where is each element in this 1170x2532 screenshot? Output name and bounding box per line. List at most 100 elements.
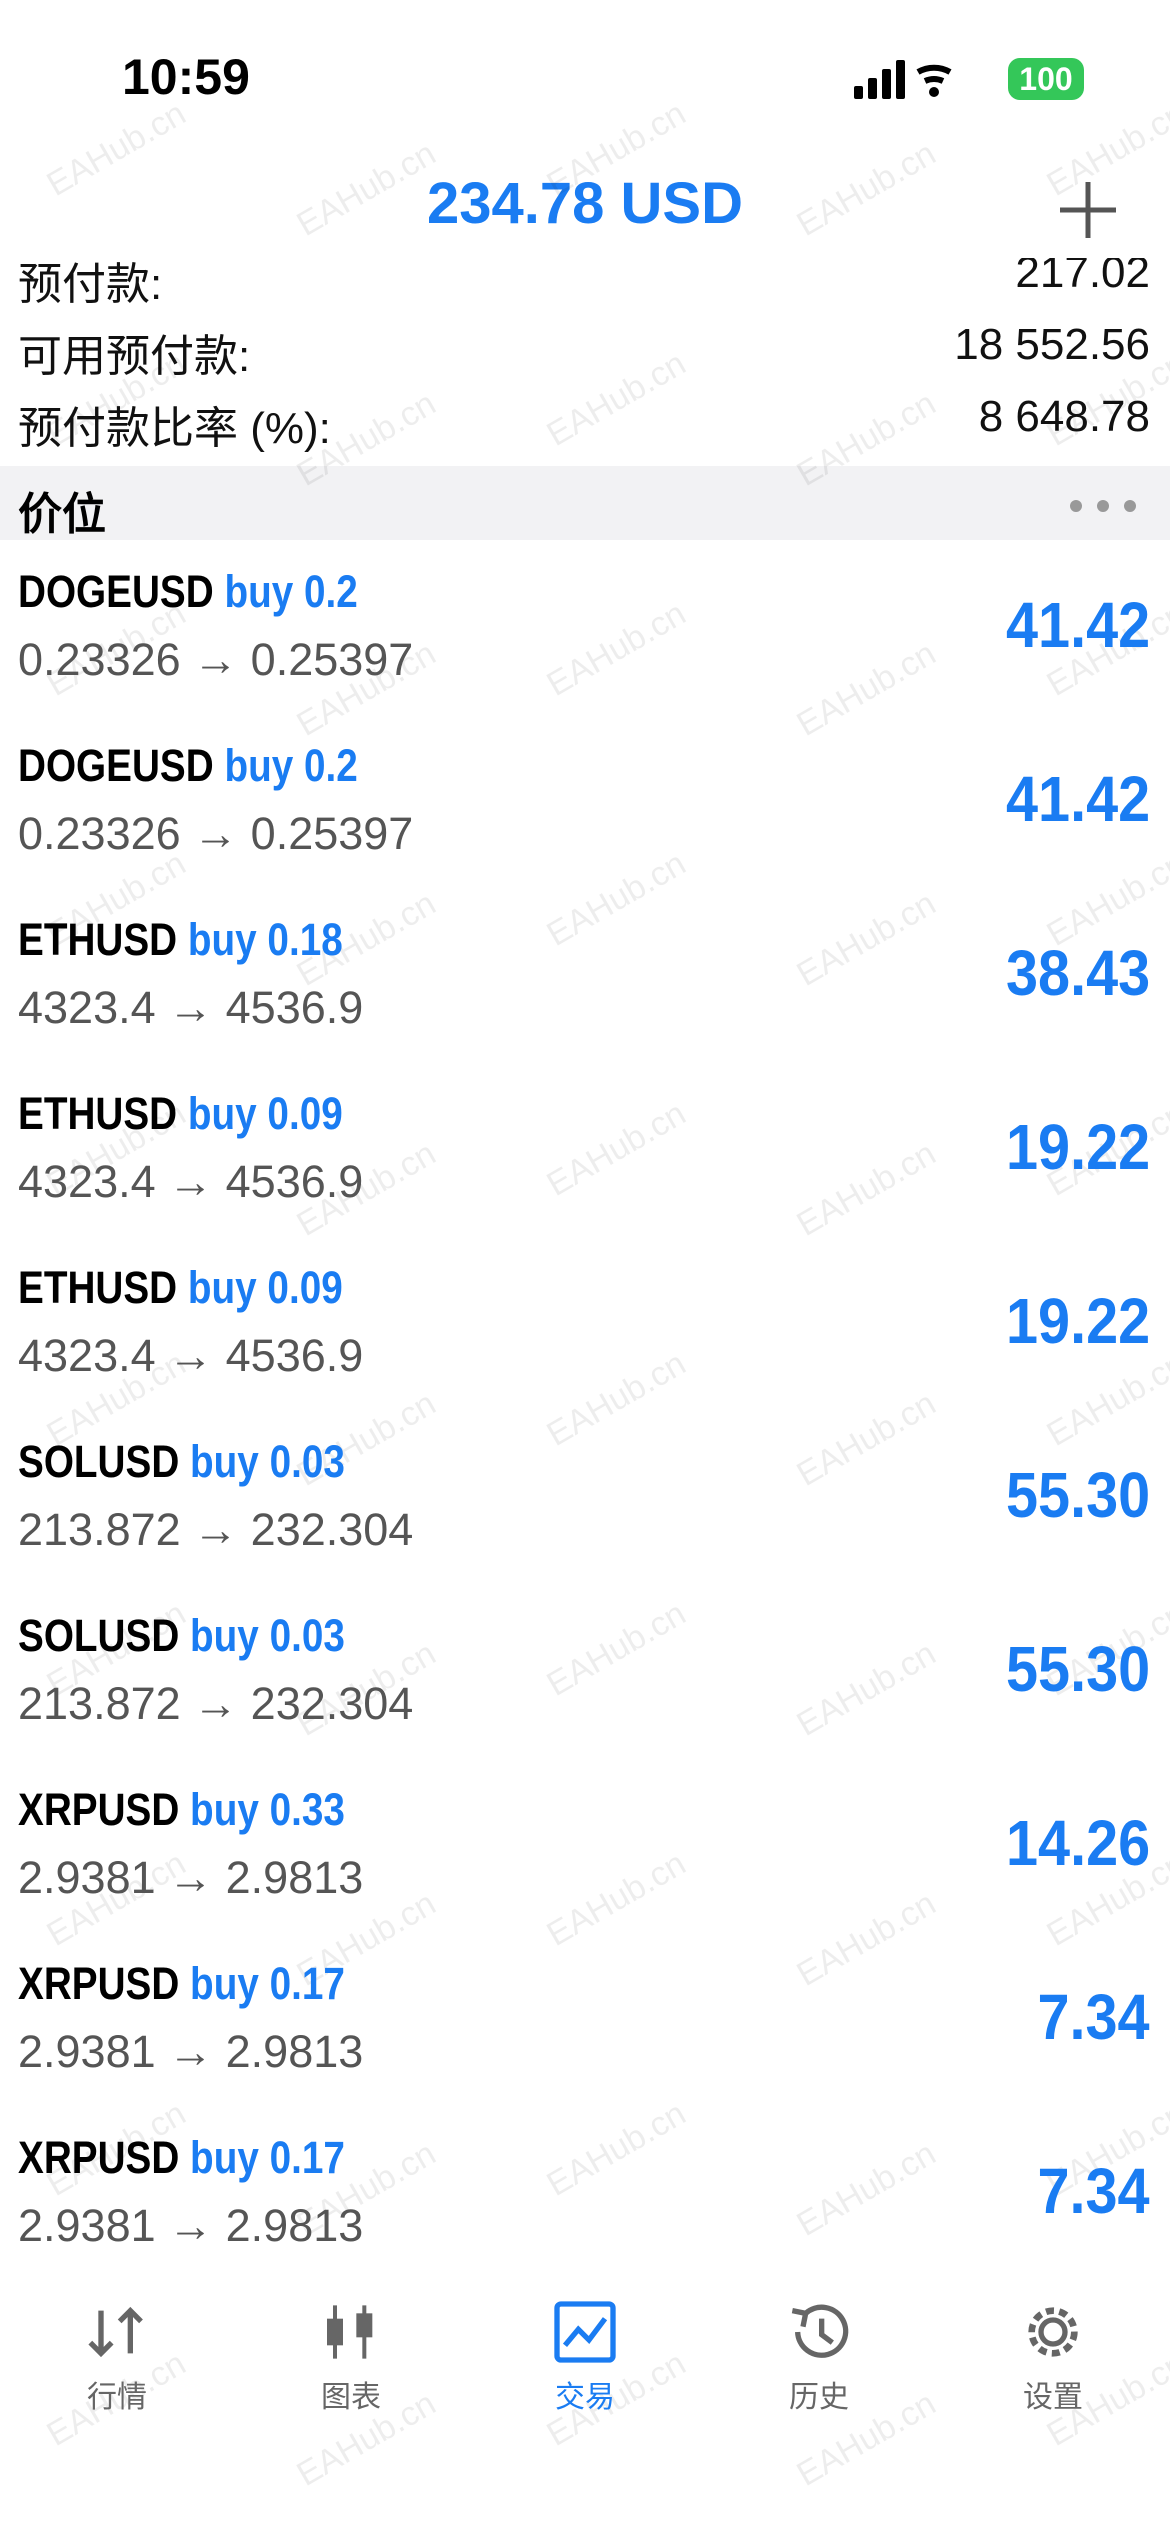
account-clip: 预付款: 217.02 [0,258,1170,303]
watermark: EAHub.cn [540,1094,693,1204]
side: buy 0.17 [190,2132,345,2183]
account-row: 预付款: 217.02 [18,258,1150,303]
position-symbol[interactable]: XRPUSD buy 0.17 [18,2132,345,2184]
status-time: 10:59 [122,49,250,105]
battery: 100 [1008,58,1084,100]
watermark: EAHub.cn [540,1844,693,1954]
watermark: EAHub.cn [1040,1344,1170,1454]
tab-label: 图表 [321,2381,381,2414]
watermark: EAHub.cn [790,2134,943,2244]
position-profit: 41.42 [1005,763,1150,835]
tab-label: 交易 [555,2381,615,2414]
position-symbol[interactable]: SOLUSD buy 0.03 [18,1436,345,1488]
position-profit: 19.22 [1005,1111,1150,1183]
watermark: EAHub.cn [540,1594,693,1704]
position-symbol[interactable]: ETHUSD buy 0.09 [18,1262,343,1314]
watermark: EAHub.cn [790,1134,943,1244]
symbol: ETHUSD [18,1088,178,1139]
position-prices: 4323.4 → 4536.9 [18,1156,364,1207]
symbol: XRPUSD [18,1958,180,2009]
watermark: EAHub.cn [540,1344,693,1454]
tab-label: 行情 [87,2381,147,2414]
tab-label: 历史 [789,2381,849,2414]
symbol: SOLUSD [18,1610,180,1661]
watermark: EAHub.cn [790,1634,943,1744]
account-row: 预付款比率 (%): 8 648.78 [18,392,1150,456]
account-value: 18 552.56 [954,320,1150,369]
tab-icon [554,2301,616,2363]
position-prices: 213.872 → 232.304 [18,1504,414,1555]
watermark: EAHub.cn [540,94,693,204]
position-prices: 4323.4 → 4536.9 [18,982,364,1033]
symbol: SOLUSD [18,1436,180,1487]
position-profit: 7.34 [1037,1981,1150,2053]
position-symbol[interactable]: DOGEUSD buy 0.2 [18,740,358,792]
tab[interactable]: 行情 [0,2300,234,2430]
symbol: XRPUSD [18,2132,180,2183]
side: buy 0.2 [224,566,358,617]
tab[interactable]: 交易 [468,2300,702,2430]
side: buy 0.33 [190,1784,345,1835]
tab[interactable]: 历史 [702,2300,936,2430]
account-value: 217.02 [1015,258,1150,297]
account-label: 预付款比率 (%): [18,404,331,453]
tab[interactable]: 设置 [936,2300,1170,2430]
tab[interactable]: 图表 [234,2300,468,2430]
position-prices: 213.872 → 232.304 [18,1678,414,1729]
tab-icon [88,2306,143,2358]
symbol: ETHUSD [18,1262,178,1313]
position-prices: 2.9381 → 2.9813 [18,2026,364,2077]
tab-icon [327,2305,373,2359]
position-symbol[interactable]: ETHUSD buy 0.18 [18,914,343,966]
watermark: EAHub.cn [40,94,193,204]
position-symbol[interactable]: DOGEUSD buy 0.2 [18,566,358,618]
watermark: EAHub.cn [540,844,693,954]
account-row: 可用预付款: 18 552.56 [18,320,1150,384]
watermark: EAHub.cn [1040,94,1170,204]
status-icons [854,60,952,99]
more-button[interactable] [1068,498,1138,514]
position-symbol[interactable]: XRPUSD buy 0.17 [18,1958,345,2010]
position-prices: 2.9381 → 2.9813 [18,1852,364,1903]
tab-icon [1028,2307,1078,2357]
account-label: 可用预付款: [18,332,251,381]
watermark: EAHub.cn [790,134,943,244]
position-prices: 4323.4 → 4536.9 [18,1330,364,1381]
position-profit: 55.30 [1005,1633,1150,1705]
tab-icon [791,2304,849,2358]
side: buy 0.09 [187,1088,343,1139]
position-profit: 55.30 [1005,1459,1150,1531]
watermark: EAHub.cn [540,2094,693,2204]
position-symbol[interactable]: ETHUSD buy 0.09 [18,1088,343,1140]
watermark: EAHub.cn [540,594,693,704]
symbol: DOGEUSD [18,740,214,791]
symbol: DOGEUSD [18,566,214,617]
section-header [0,466,1170,540]
side: buy 0.03 [190,1610,345,1661]
add-button[interactable] [1058,180,1118,240]
position-prices: 0.23326 → 0.25397 [18,634,414,685]
watermark: EAHub.cn [290,134,443,244]
position-prices: 2.9381 → 2.9813 [18,2200,364,2251]
position-profit: 38.43 [1005,937,1150,1009]
header-title: 234.78 USD [427,171,743,236]
side: buy 0.18 [187,914,343,965]
side: buy 0.2 [224,740,358,791]
position-symbol[interactable]: SOLUSD buy 0.03 [18,1610,345,1662]
tab-label: 设置 [1023,2381,1083,2414]
account-label: 预付款: [18,260,163,303]
symbol: XRPUSD [18,1784,180,1835]
watermark: EAHub.cn [790,634,943,744]
position-profit: 19.22 [1005,1285,1150,1357]
position-symbol[interactable]: XRPUSD buy 0.33 [18,1784,345,1836]
symbol: ETHUSD [18,914,178,965]
watermark: EAHub.cn [790,1884,943,1994]
watermark: EAHub.cn [790,1384,943,1494]
account-value: 8 648.78 [978,392,1150,441]
position-profit: 41.42 [1005,589,1150,661]
position-profit: 14.26 [1005,1807,1150,1879]
side: buy 0.09 [187,1262,343,1313]
section-title: 价位 [18,490,106,539]
position-profit: 7.34 [1037,2155,1150,2227]
